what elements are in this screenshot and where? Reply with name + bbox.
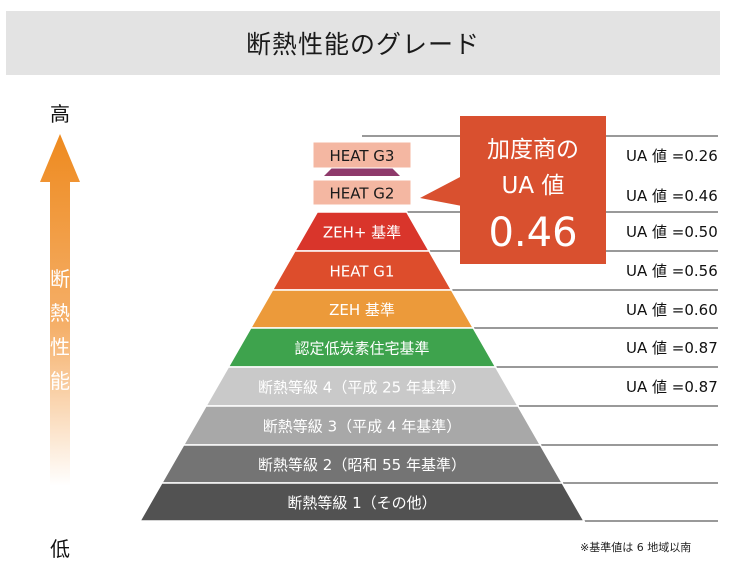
grade-box (312, 179, 412, 206)
grade-label: ZEH+ 基準 (323, 224, 401, 242)
grade-level: ZEH+ 基準 (293, 211, 431, 252)
axis-high-label: 高 (50, 102, 70, 126)
grade-level: HEAT G2 (312, 179, 412, 206)
title-bar: 断熱性能のグレード (6, 11, 720, 75)
ua-value-label: UA 値 =0.60 (626, 301, 718, 319)
page-title: 断熱性能のグレード (245, 30, 480, 59)
axis-label-char: 熱 (50, 301, 70, 325)
ua-value-label: UA 値 =0.56 (626, 262, 718, 280)
grade-level: 認定低炭素住宅基準 (227, 327, 497, 368)
grade-label: 断熱等級 1（その他） (287, 494, 436, 512)
footnote: ※基準値は 6 地域以南 (580, 541, 692, 554)
grade-label: 認定低炭素住宅基準 (294, 340, 429, 358)
ua-value-label: UA 値 =0.46 (626, 187, 718, 205)
grade-level: 断熱等級 4（平成 25 年基準） (204, 366, 520, 407)
grade-level: HEAT G1 (271, 250, 453, 291)
axis-label-char: 性 (50, 335, 70, 359)
axis-low-label: 低 (50, 537, 70, 561)
callout-pointer (420, 176, 462, 206)
grade-label: 断熱等級 4（平成 25 年基準） (258, 379, 466, 397)
grade-label: ZEH 基準 (329, 301, 395, 319)
grade-label: HEAT G2 (330, 185, 395, 203)
ua-value-label: UA 値 =0.87 (626, 378, 718, 396)
callout-box (460, 116, 606, 264)
callout-line2: UA 値 (502, 173, 565, 199)
callout-line1: 加度商の (487, 137, 579, 163)
grade-level: 断熱等級 3（平成 4 年基準） (182, 405, 542, 446)
grade-level: 断熱等級 1（その他） (138, 482, 586, 522)
grade-label: HEAT G3 (330, 147, 395, 165)
grade-level: ZEH 基準 (249, 289, 475, 329)
ua-value-label: UA 値 =0.26 (626, 147, 718, 165)
grade-band (138, 482, 586, 522)
grade-level: 断熱等級 2（昭和 55 年基準） (160, 444, 564, 484)
ua-value-label: UA 値 =0.87 (626, 339, 718, 357)
grade-box (312, 141, 412, 169)
grade-label: 断熱等級 3（平成 4 年基準） (263, 418, 461, 436)
pyramid-tip-band (324, 168, 400, 176)
ua-value-label: UA 値 =0.50 (626, 223, 718, 241)
axis-label-char: 断 (50, 267, 70, 291)
grade-level: HEAT G3 (312, 141, 412, 169)
grade-label: 断熱等級 2（昭和 55 年基準） (258, 456, 466, 474)
grade-label: HEAT G1 (330, 263, 395, 281)
axis-label-char: 能 (50, 369, 70, 393)
axis-arrow-icon (40, 134, 80, 486)
callout-value: 0.46 (488, 210, 577, 256)
